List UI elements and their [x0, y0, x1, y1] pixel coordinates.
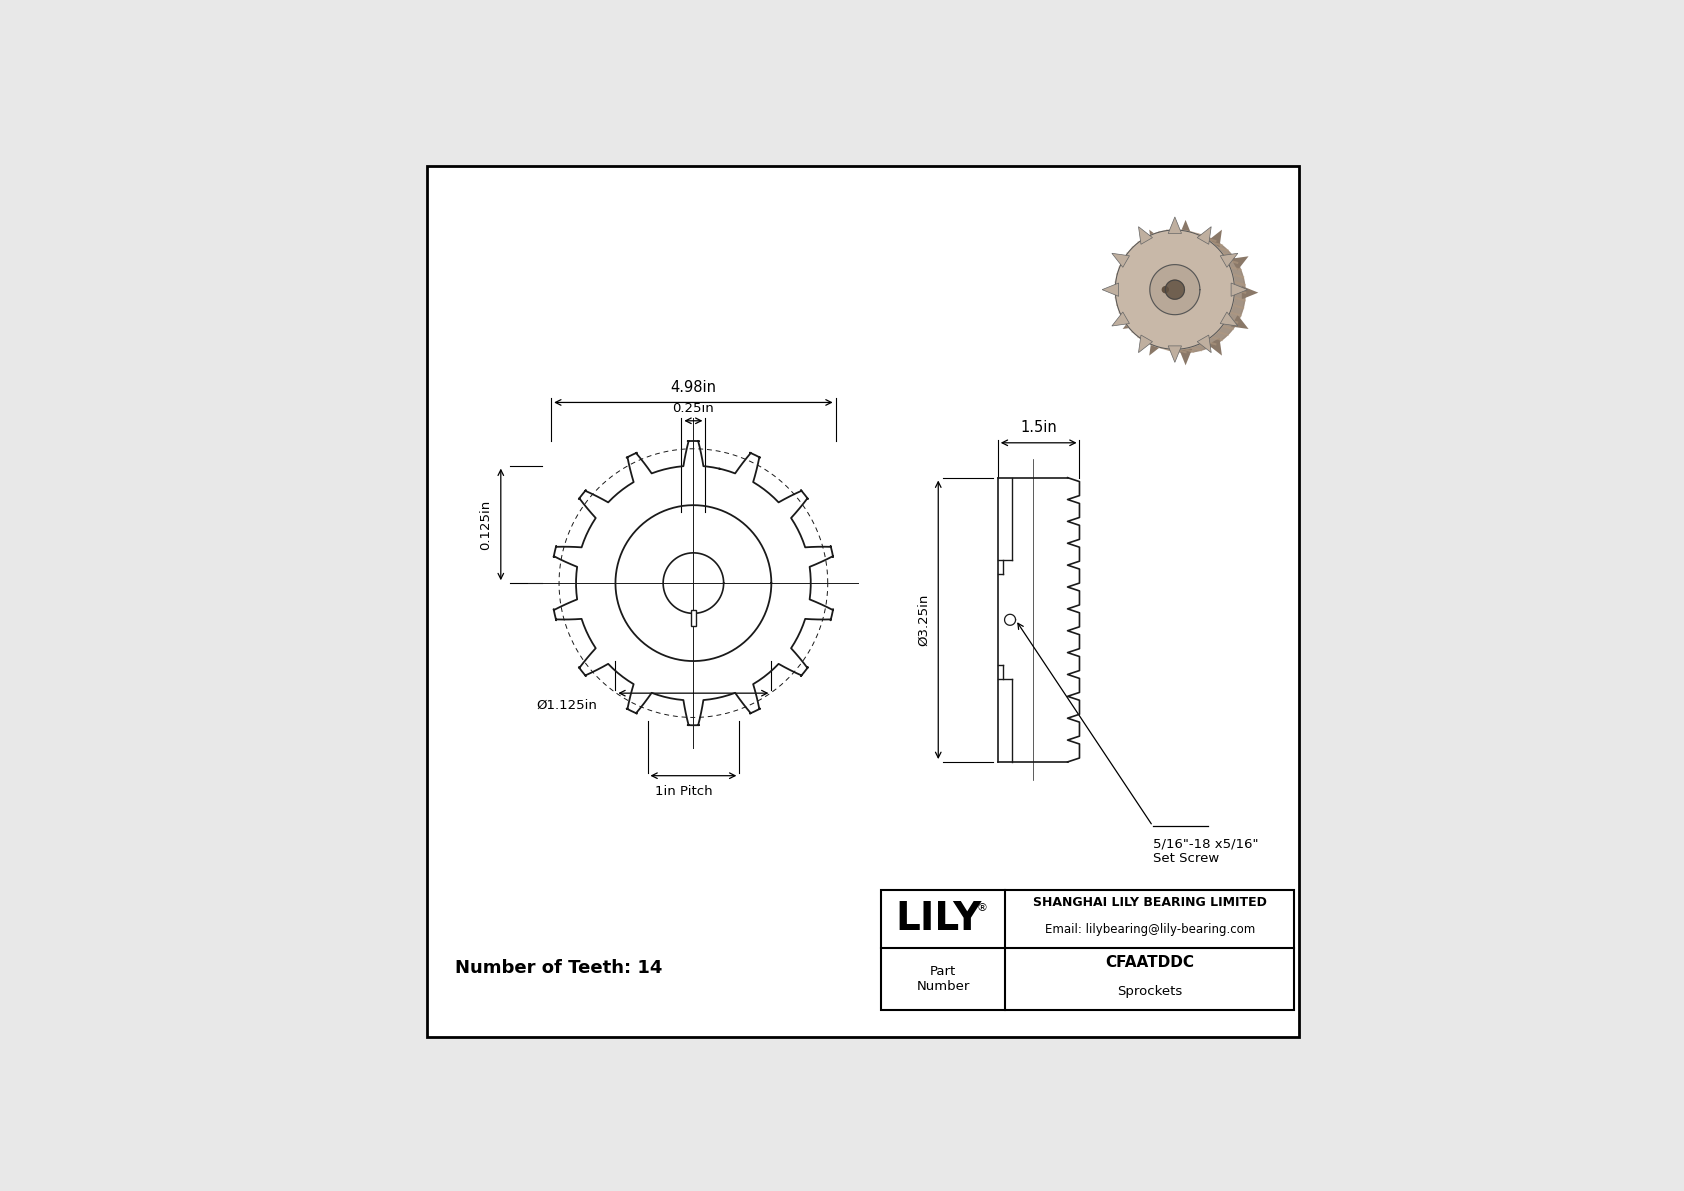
Polygon shape: [1113, 286, 1130, 299]
Text: LILY: LILY: [896, 900, 982, 939]
Text: Ø1.125in: Ø1.125in: [536, 699, 598, 712]
Polygon shape: [1179, 349, 1192, 366]
Polygon shape: [1123, 314, 1140, 329]
Polygon shape: [1162, 287, 1169, 293]
Polygon shape: [1231, 283, 1248, 297]
Text: CFAATDDC: CFAATDDC: [1105, 954, 1194, 969]
Text: Sprockets: Sprockets: [1116, 985, 1182, 998]
Text: 1.5in: 1.5in: [1021, 420, 1058, 436]
Polygon shape: [1197, 226, 1211, 244]
Polygon shape: [1101, 283, 1118, 297]
Text: Email: lilybearing@lily-bearing.com: Email: lilybearing@lily-bearing.com: [1044, 923, 1255, 936]
Bar: [690, 610, 695, 626]
Polygon shape: [1231, 256, 1248, 270]
Polygon shape: [1148, 338, 1164, 356]
Polygon shape: [1221, 254, 1238, 267]
Polygon shape: [1123, 256, 1140, 270]
Polygon shape: [1115, 230, 1234, 349]
Text: 5/16"-18 x5/16"
Set Screw: 5/16"-18 x5/16" Set Screw: [1154, 837, 1258, 865]
Polygon shape: [1169, 217, 1182, 233]
Polygon shape: [1138, 335, 1152, 353]
Text: 0.125in: 0.125in: [480, 499, 492, 549]
Bar: [881, 891, 1293, 1010]
Polygon shape: [1241, 286, 1258, 299]
Polygon shape: [1111, 312, 1130, 326]
Polygon shape: [1179, 220, 1192, 236]
Polygon shape: [1138, 226, 1152, 244]
Polygon shape: [1197, 335, 1211, 353]
Text: SHANGHAI LILY BEARING LIMITED: SHANGHAI LILY BEARING LIMITED: [1032, 896, 1266, 909]
Text: 4.98in: 4.98in: [670, 380, 716, 395]
Text: Ø3.25in: Ø3.25in: [918, 593, 930, 646]
Polygon shape: [1207, 338, 1223, 356]
Text: Part
Number: Part Number: [916, 965, 970, 992]
Polygon shape: [1127, 233, 1244, 353]
Polygon shape: [1207, 230, 1223, 248]
Polygon shape: [1165, 280, 1184, 299]
Polygon shape: [1148, 230, 1164, 248]
Polygon shape: [1221, 312, 1238, 326]
Polygon shape: [1169, 345, 1182, 362]
Polygon shape: [1150, 264, 1201, 314]
Text: ®: ®: [977, 903, 987, 913]
Text: 0.25in: 0.25in: [672, 403, 714, 416]
Text: 1in Pitch: 1in Pitch: [655, 785, 712, 798]
Polygon shape: [1111, 254, 1130, 267]
Polygon shape: [1231, 314, 1248, 329]
Text: Number of Teeth: 14: Number of Teeth: 14: [455, 959, 662, 978]
